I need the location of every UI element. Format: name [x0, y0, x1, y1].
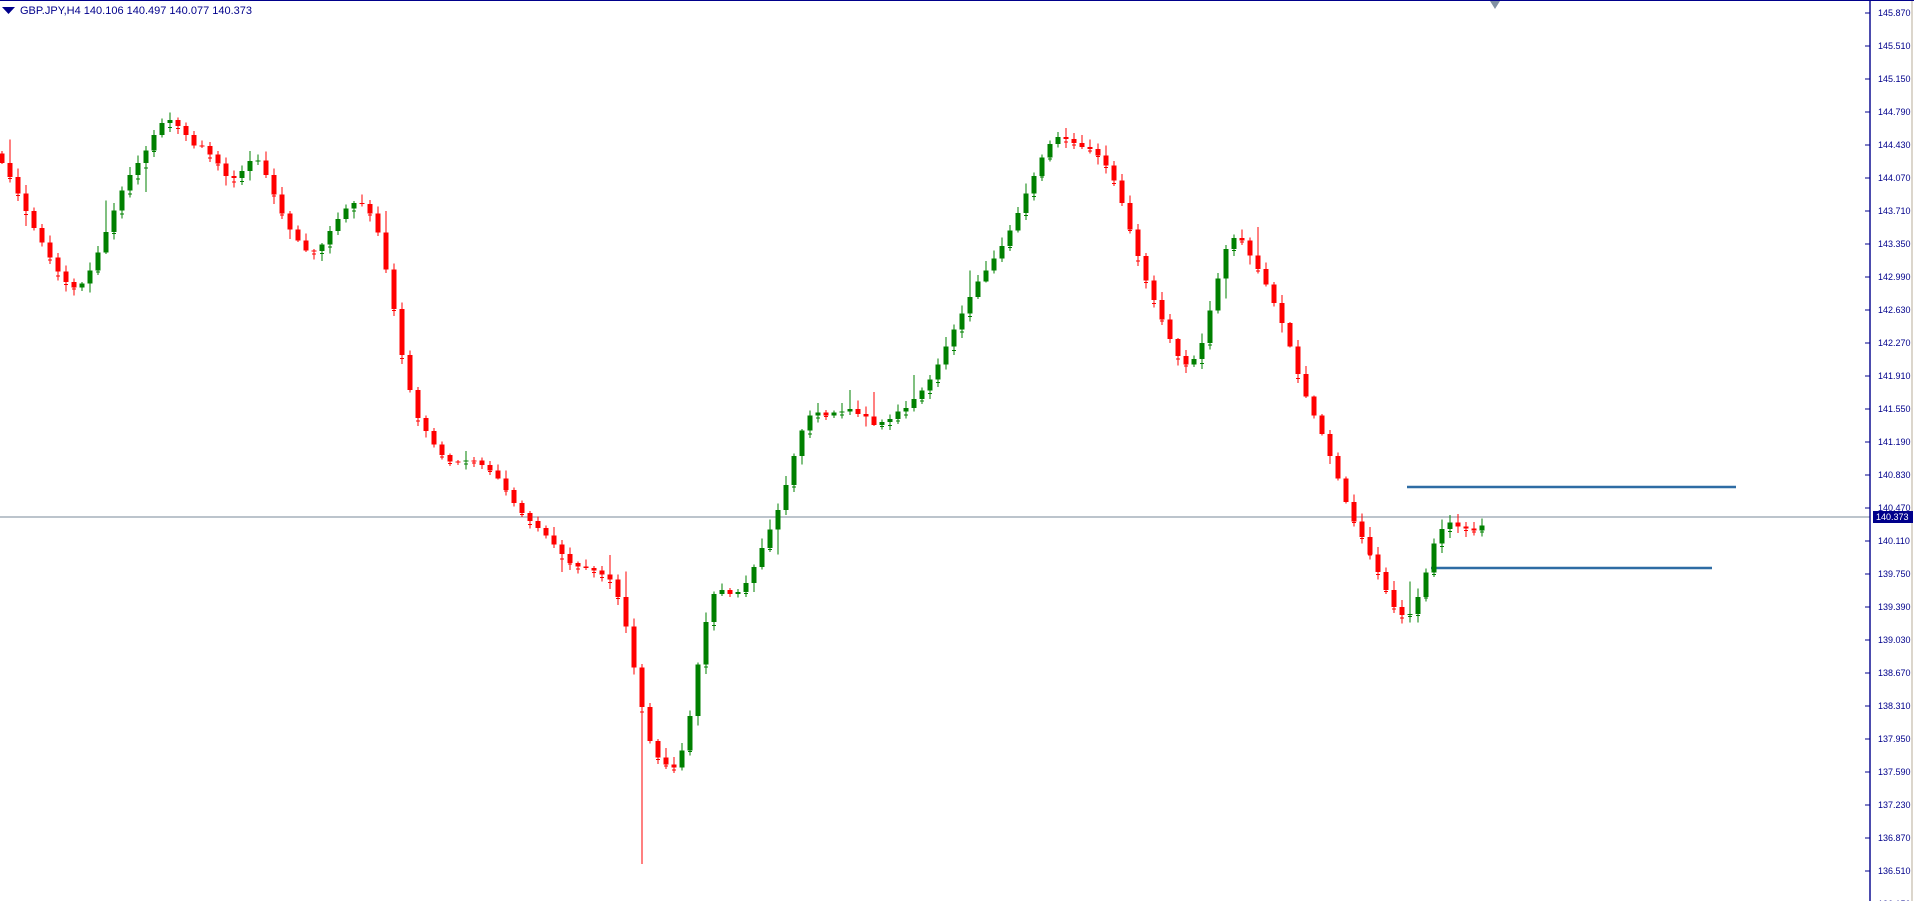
svg-text:143.710: 143.710: [1878, 206, 1911, 216]
svg-text:143.350: 143.350: [1878, 239, 1911, 249]
svg-text:137.230: 137.230: [1878, 800, 1911, 810]
svg-text:136.870: 136.870: [1878, 833, 1911, 843]
svg-text:140.110: 140.110: [1878, 536, 1910, 546]
svg-text:139.750: 139.750: [1878, 569, 1911, 579]
svg-text:145.510: 145.510: [1878, 41, 1911, 51]
svg-text:141.550: 141.550: [1878, 404, 1911, 414]
svg-text:145.150: 145.150: [1878, 74, 1911, 84]
svg-text:138.310: 138.310: [1878, 701, 1911, 711]
svg-text:144.790: 144.790: [1878, 107, 1911, 117]
svg-text:141.190: 141.190: [1878, 437, 1911, 447]
svg-text:145.870: 145.870: [1878, 8, 1911, 18]
svg-text:140.830: 140.830: [1878, 470, 1911, 480]
svg-text:142.990: 142.990: [1878, 272, 1911, 282]
svg-text:142.630: 142.630: [1878, 305, 1911, 315]
svg-text:139.030: 139.030: [1878, 635, 1911, 645]
svg-text:137.950: 137.950: [1878, 734, 1911, 744]
svg-text:136.510: 136.510: [1878, 866, 1911, 876]
svg-text:144.070: 144.070: [1878, 173, 1911, 183]
svg-text:142.270: 142.270: [1878, 338, 1911, 348]
svg-text:141.910: 141.910: [1878, 371, 1911, 381]
svg-text:137.590: 137.590: [1878, 767, 1911, 777]
svg-text:138.670: 138.670: [1878, 668, 1911, 678]
svg-text:139.390: 139.390: [1878, 602, 1911, 612]
svg-text:144.430: 144.430: [1878, 140, 1911, 150]
